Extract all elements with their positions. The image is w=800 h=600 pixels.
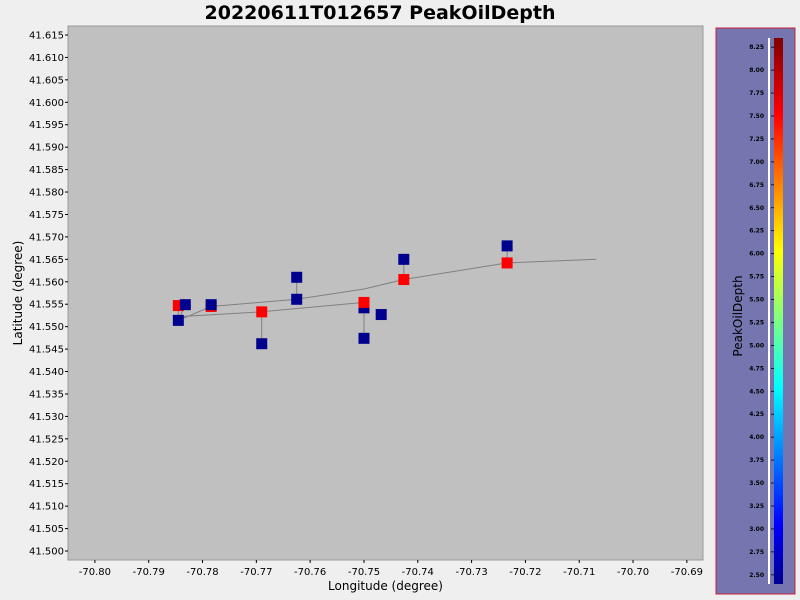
x-tick-label: -70.77 bbox=[240, 567, 272, 578]
y-tick-label: 41.515 bbox=[29, 479, 64, 490]
data-point bbox=[375, 309, 387, 321]
colorbar-tick-label: 5.00 bbox=[749, 342, 764, 349]
data-point bbox=[172, 300, 184, 312]
colorbar-edge bbox=[768, 38, 770, 584]
colorbar-tick-label: 7.25 bbox=[749, 136, 764, 143]
x-tick-label: -70.79 bbox=[133, 567, 165, 578]
x-axis: -70.80 -70.79 -70.78 -70.77 -70.76 -70.75 -70.… bbox=[79, 560, 703, 578]
chart-title: 20220611T012657 PeakOilDepth bbox=[204, 2, 556, 24]
colorbar-tick-label: 5.50 bbox=[749, 297, 764, 304]
x-tick-label: -70.69 bbox=[671, 567, 703, 578]
y-tick-label: 41.585 bbox=[29, 165, 64, 176]
data-point bbox=[179, 299, 191, 311]
y-tick-label: 41.600 bbox=[29, 98, 64, 109]
y-tick-label: 41.555 bbox=[29, 300, 64, 311]
y-tick-label: 41.605 bbox=[29, 75, 64, 86]
colorbar-gradient bbox=[774, 38, 783, 584]
y-tick-label: 41.535 bbox=[29, 389, 64, 400]
colorbar-tick-label: 6.50 bbox=[749, 205, 764, 212]
y-tick-label: 41.550 bbox=[29, 322, 64, 333]
colorbar-tick-label: 4.75 bbox=[749, 365, 764, 372]
data-point bbox=[291, 271, 303, 283]
colorbar-tick-label: 4.50 bbox=[749, 388, 764, 395]
colorbar-tick-label: 6.00 bbox=[749, 251, 764, 258]
y-tick-label: 41.530 bbox=[29, 412, 64, 423]
points-layer bbox=[172, 240, 513, 350]
colorbar-tick-label: 7.75 bbox=[749, 90, 764, 97]
data-point bbox=[398, 253, 410, 265]
colorbar-tick-label: 4.25 bbox=[749, 411, 764, 418]
data-point bbox=[291, 293, 303, 305]
x-axis-label: Longitude (degree) bbox=[328, 579, 443, 593]
y-tick-label: 41.525 bbox=[29, 434, 64, 445]
y-tick-label: 41.580 bbox=[29, 188, 64, 199]
y-tick-label: 41.570 bbox=[29, 232, 64, 243]
x-tick-label: -70.74 bbox=[402, 567, 434, 578]
colorbar-ticks: 2.50 2.75 3.00 3.25 3.50 3.75 4.00 4.25 4.50 4.75… bbox=[749, 44, 774, 579]
y-tick-label: 41.590 bbox=[29, 143, 64, 154]
plot-area bbox=[67, 25, 704, 561]
colorbar-tick-label: 7.00 bbox=[749, 159, 764, 166]
data-point bbox=[501, 257, 513, 269]
colorbar-tick-label: 8.25 bbox=[749, 44, 764, 51]
data-point bbox=[256, 306, 268, 318]
y-tick-label: 41.575 bbox=[29, 210, 64, 221]
y-axis: 41.500 41.505 41.510 41.515 41.520 41.525 41.5… bbox=[29, 30, 68, 558]
data-point bbox=[358, 332, 370, 344]
colorbar-tick-label: 3.50 bbox=[749, 480, 764, 487]
colorbar-tick-label: 3.25 bbox=[749, 503, 764, 510]
y-tick-label: 41.505 bbox=[29, 524, 64, 535]
colorbar-tick-label: 6.75 bbox=[749, 182, 764, 189]
x-tick-label: -70.78 bbox=[186, 567, 218, 578]
colorbar-tick-label: 5.25 bbox=[749, 319, 764, 326]
y-tick-label: 41.500 bbox=[29, 547, 64, 558]
colorbar-tick-label: 8.00 bbox=[749, 67, 764, 74]
y-tick-label: 41.510 bbox=[29, 502, 64, 513]
y-tick-label: 41.545 bbox=[29, 345, 64, 356]
colorbar-tick-label: 3.00 bbox=[749, 526, 764, 533]
x-tick-label: -70.72 bbox=[509, 567, 541, 578]
colorbar-tick-label: 5.75 bbox=[749, 274, 764, 281]
colorbar: 2.50 2.75 3.00 3.25 3.50 3.75 4.00 4.25 4.50 4.75… bbox=[715, 27, 796, 595]
colorbar-tick-label: 2.50 bbox=[749, 572, 764, 579]
data-point bbox=[358, 296, 370, 308]
y-tick-label: 41.520 bbox=[29, 457, 64, 468]
data-point bbox=[172, 314, 184, 326]
y-tick-label: 41.560 bbox=[29, 277, 64, 288]
x-tick-label: -70.76 bbox=[294, 567, 326, 578]
colorbar-tick-label: 4.00 bbox=[749, 434, 764, 441]
x-tick-label: -70.70 bbox=[617, 567, 649, 578]
colorbar-tick-label: 7.50 bbox=[749, 113, 764, 120]
y-tick-label: 41.595 bbox=[29, 120, 64, 131]
y-tick-label: 41.610 bbox=[29, 53, 64, 64]
x-tick-label: -70.71 bbox=[563, 567, 595, 578]
data-point bbox=[501, 240, 513, 252]
colorbar-tick-label: 3.75 bbox=[749, 457, 764, 464]
y-axis-label: Latitude (degree) bbox=[11, 241, 25, 346]
y-tick-label: 41.565 bbox=[29, 255, 64, 266]
x-tick-label: -70.75 bbox=[348, 567, 380, 578]
y-tick-label: 41.540 bbox=[29, 367, 64, 378]
y-tick-label: 41.615 bbox=[29, 30, 64, 41]
colorbar-tick-label: 2.75 bbox=[749, 549, 764, 556]
data-point bbox=[256, 338, 268, 350]
colorbar-label: PeakOilDepth bbox=[731, 275, 745, 356]
data-point bbox=[398, 274, 410, 286]
colorbar-tick-label: 6.25 bbox=[749, 228, 764, 235]
track-line bbox=[178, 258, 597, 321]
data-point bbox=[205, 299, 217, 311]
x-tick-label: -70.73 bbox=[455, 567, 487, 578]
x-tick-label: -70.80 bbox=[79, 567, 111, 578]
